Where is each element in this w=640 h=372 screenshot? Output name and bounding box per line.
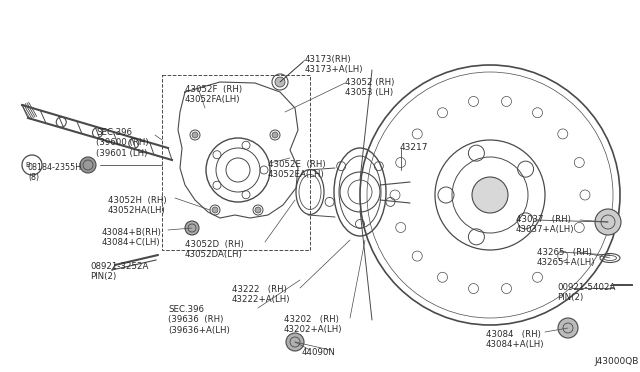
Text: 08921-3252A
PIN(2): 08921-3252A PIN(2)	[90, 262, 148, 281]
Text: B: B	[26, 162, 30, 168]
Text: 43202   (RH)
43202+A(LH): 43202 (RH) 43202+A(LH)	[284, 315, 342, 334]
Text: 43222   (RH)
43222+A(LH): 43222 (RH) 43222+A(LH)	[232, 285, 291, 304]
Text: 43052F  (RH)
43052FA(LH): 43052F (RH) 43052FA(LH)	[185, 85, 242, 105]
Circle shape	[558, 318, 578, 338]
Text: 43052D  (RH)
43052DA(LH): 43052D (RH) 43052DA(LH)	[185, 240, 244, 259]
Text: J43000QB: J43000QB	[594, 357, 638, 366]
Circle shape	[80, 157, 96, 173]
Circle shape	[595, 209, 621, 235]
Text: 43052 (RH)
43053 (LH): 43052 (RH) 43053 (LH)	[345, 78, 394, 97]
Text: 08184-2355H
(8): 08184-2355H (8)	[28, 163, 82, 182]
Text: 43052E  (RH)
43052EA(LH): 43052E (RH) 43052EA(LH)	[268, 160, 326, 179]
Bar	[162, 75, 310, 250]
Circle shape	[192, 132, 198, 138]
Circle shape	[212, 207, 218, 213]
Circle shape	[255, 207, 261, 213]
Text: 44090N: 44090N	[302, 348, 336, 357]
Text: 43217: 43217	[400, 143, 429, 152]
Text: 43084   (RH)
43084+A(LH): 43084 (RH) 43084+A(LH)	[486, 330, 545, 349]
Text: SEC.396
(39636  (RH)
(39636+A(LH): SEC.396 (39636 (RH) (39636+A(LH)	[168, 305, 230, 335]
Text: 43084+B(RH)
43084+C(LH): 43084+B(RH) 43084+C(LH)	[102, 228, 162, 247]
Text: 43265   (RH)
43265+A(LH): 43265 (RH) 43265+A(LH)	[537, 248, 595, 267]
Circle shape	[472, 177, 508, 213]
Text: 43173(RH)
43173+A(LH): 43173(RH) 43173+A(LH)	[305, 55, 364, 74]
Circle shape	[185, 221, 199, 235]
Text: SEC.396
(39600 (RH)
(39601 (LH): SEC.396 (39600 (RH) (39601 (LH)	[96, 128, 148, 158]
Text: 43037   (RH)
43037+A(LH): 43037 (RH) 43037+A(LH)	[516, 215, 575, 234]
Circle shape	[272, 132, 278, 138]
Circle shape	[286, 333, 304, 351]
Circle shape	[275, 77, 285, 87]
Text: 43052H  (RH)
43052HA(LH): 43052H (RH) 43052HA(LH)	[108, 196, 166, 215]
Text: 00921-5402A
PIN(2): 00921-5402A PIN(2)	[557, 283, 616, 302]
